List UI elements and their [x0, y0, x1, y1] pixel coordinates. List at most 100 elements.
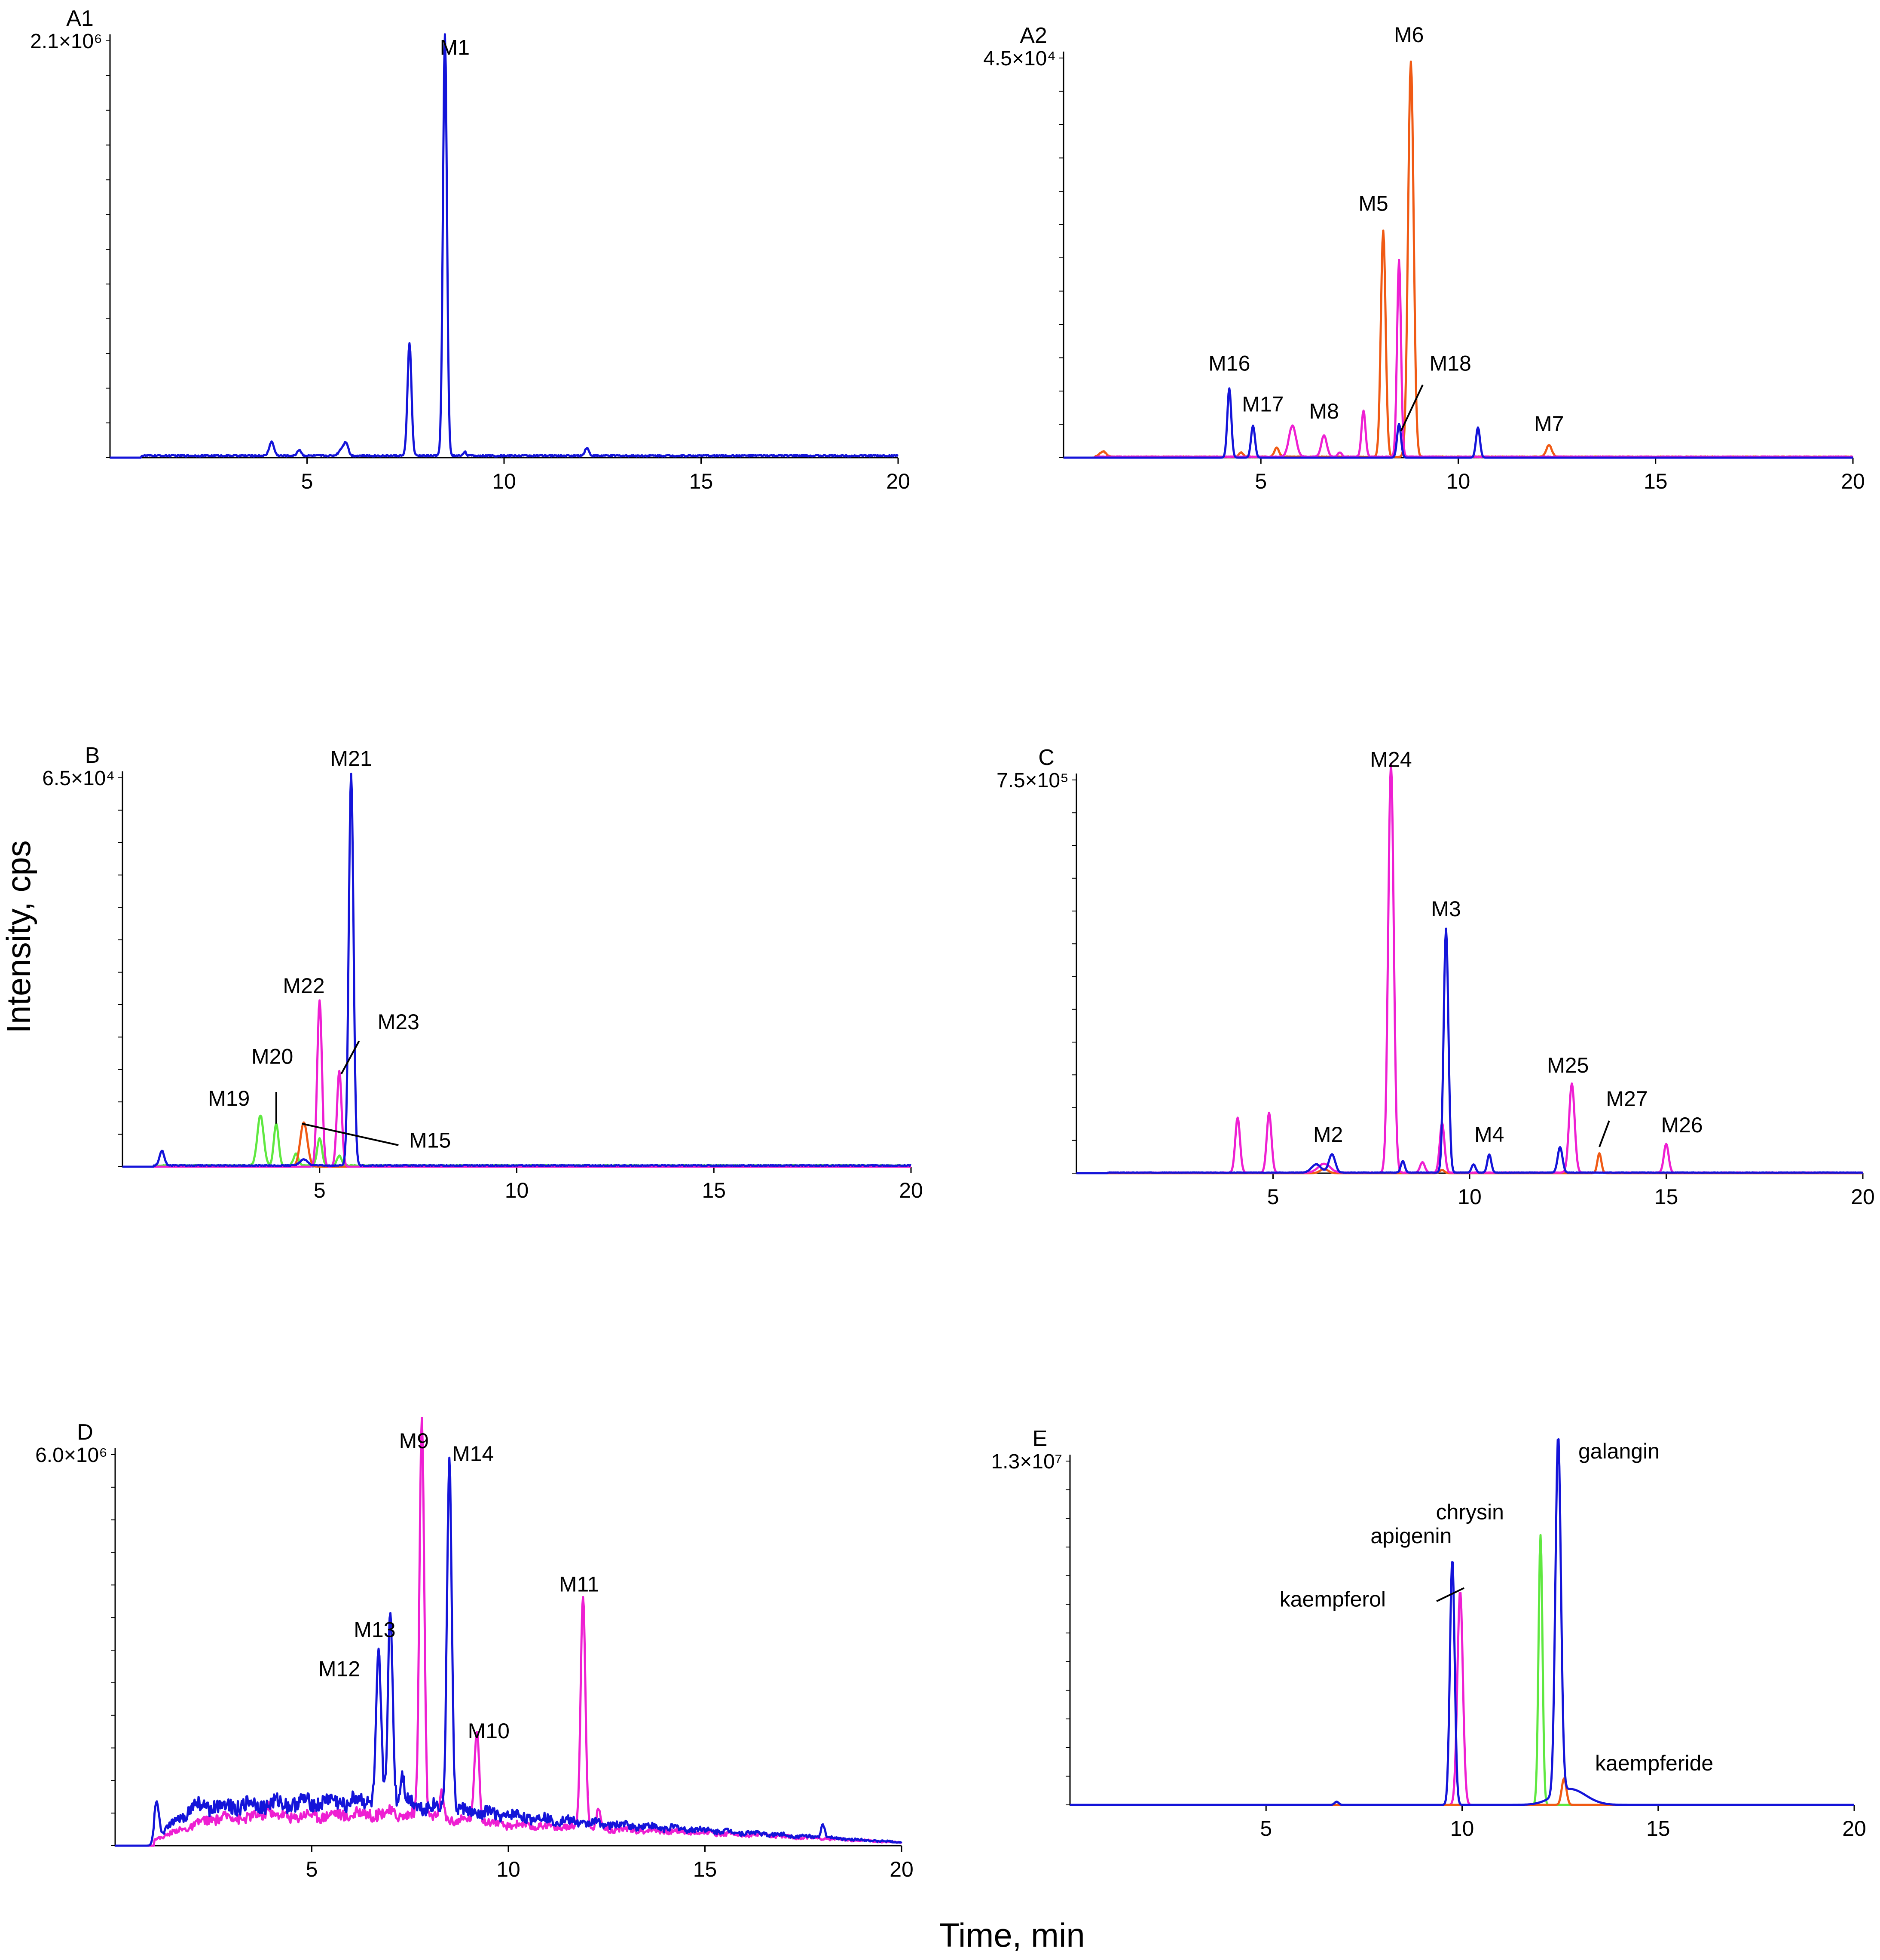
peak-label: M1 — [440, 35, 470, 59]
trace-green — [122, 1114, 911, 1168]
peak-label: M21 — [330, 746, 372, 771]
peak-label: M11 — [559, 1572, 599, 1596]
peak-label: M17 — [1242, 392, 1284, 416]
peak-label: M2 — [1313, 1122, 1343, 1147]
leader-line — [340, 1040, 360, 1075]
x-axis-title: Time, min — [939, 1916, 1085, 1954]
peak-label: M5 — [1358, 191, 1388, 215]
x-tick-label: 5 — [1255, 469, 1267, 493]
trace-orange — [122, 1121, 911, 1168]
axes — [109, 34, 898, 459]
x-tick-label: 10 — [1458, 1185, 1482, 1209]
peak-label: apigenin — [1370, 1524, 1452, 1548]
x-tick-label: 5 — [314, 1178, 326, 1202]
peak-label: M13 — [354, 1618, 395, 1642]
peak-label: M16 — [1208, 351, 1250, 375]
x-tick-label: 10 — [1446, 469, 1470, 493]
peak-label: kaempferol — [1280, 1587, 1386, 1611]
axes — [1076, 774, 1863, 1174]
peak-label: M24 — [1370, 748, 1412, 772]
peak-label: M12 — [318, 1657, 360, 1681]
panel-label: D — [77, 1420, 93, 1445]
panel-a1: 5 10 15 20 A12.1×10⁶ M1 — [30, 6, 910, 493]
y-max-label: 4.5×10⁴ — [983, 47, 1056, 70]
peak-label: M3 — [1431, 897, 1461, 921]
leader-line — [1436, 1587, 1464, 1602]
peak-label: M25 — [1547, 1053, 1589, 1077]
x-tick-label: 15 — [693, 1857, 717, 1881]
trace-magenta — [122, 999, 911, 1168]
peak-label: M6 — [1394, 23, 1424, 47]
x-tick-label: 10 — [1450, 1816, 1474, 1841]
y-axis-title: Intensity, cps — [0, 840, 37, 1033]
peak-label: M7 — [1534, 412, 1564, 436]
y-max-label: 6.5×10⁴ — [42, 767, 115, 790]
y-max-label: 2.1×10⁶ — [30, 30, 102, 53]
y-max-label: 7.5×10⁵ — [997, 769, 1069, 792]
trace-orange — [1070, 1777, 1855, 1806]
peak-label: M23 — [378, 1010, 419, 1034]
peak-label: galangin — [1578, 1439, 1660, 1463]
x-tick-label: 5 — [306, 1857, 318, 1881]
trace-blue — [1070, 1438, 1855, 1806]
peak-label: M15 — [409, 1128, 451, 1152]
x-tick-label: 15 — [1644, 469, 1668, 493]
panel-label: B — [85, 743, 100, 768]
trace-blue — [1063, 387, 1853, 459]
axes — [1063, 52, 1853, 459]
panel-label: E — [1033, 1426, 1048, 1451]
peak-label: M14 — [452, 1442, 494, 1466]
peak-label: M22 — [283, 974, 324, 998]
x-tick-label: 10 — [505, 1178, 529, 1202]
peak-label: M9 — [399, 1429, 429, 1453]
trace-blue — [115, 1456, 902, 1847]
x-tick-label: 5 — [301, 469, 313, 493]
peak-label: M27 — [1606, 1087, 1648, 1111]
x-tick-label: 15 — [702, 1178, 726, 1202]
x-tick-label: 10 — [496, 1857, 520, 1881]
x-tick-label: 20 — [1842, 1816, 1866, 1841]
panel-label: A2 — [1020, 23, 1047, 48]
panel-label: C — [1038, 745, 1055, 770]
peak-label: M20 — [251, 1045, 293, 1069]
peak-label: M4 — [1474, 1122, 1504, 1147]
x-tick-label: 5 — [1260, 1816, 1272, 1841]
trace-blue — [122, 773, 912, 1168]
trace-blue — [1076, 927, 1863, 1174]
peak-label: M8 — [1309, 399, 1339, 423]
x-tick-label: 15 — [1646, 1816, 1670, 1841]
x-tick-label: 10 — [492, 469, 516, 493]
panel-d: 5 10 15 20 D6.0×10⁶ M9 M14 M13 M12 M11 M10 — [35, 1417, 914, 1881]
x-tick-label: 20 — [1841, 469, 1865, 493]
peak-label: M26 — [1661, 1113, 1703, 1137]
leader-line — [1400, 384, 1424, 431]
y-max-label: 1.3×10⁷ — [991, 1450, 1062, 1473]
leader-line — [1599, 1120, 1610, 1147]
panel-a2: 5 10 15 20 A24.5×10⁴ M6 M5 M16 M17 M8 M18 M7 — [983, 23, 1865, 493]
peak-label: M10 — [468, 1719, 510, 1743]
trace-blue — [110, 33, 899, 459]
x-tick-label: 20 — [886, 469, 910, 493]
peak-label: M19 — [208, 1086, 250, 1110]
panel-label: A1 — [66, 6, 94, 31]
leader-line — [302, 1122, 399, 1146]
x-tick-label: 20 — [1851, 1185, 1875, 1209]
trace-magenta — [1076, 762, 1863, 1174]
x-tick-label: 15 — [689, 469, 713, 493]
peak-label: M18 — [1429, 351, 1471, 375]
axes — [114, 1448, 902, 1847]
x-tick-label: 15 — [1654, 1185, 1678, 1209]
trace-magenta — [1070, 1592, 1855, 1806]
x-tick-label: 20 — [890, 1857, 914, 1881]
x-tick-label: 20 — [899, 1178, 923, 1202]
trace-magenta — [115, 1417, 902, 1847]
y-max-label: 6.0×10⁶ — [35, 1444, 107, 1467]
peak-label: chrysin — [1436, 1500, 1504, 1524]
peak-label: kaempferide — [1595, 1751, 1713, 1775]
panel-c: 5 10 15 20 C7.5×10⁵ M24 M3 M25 M27 M4 M2 M26 — [997, 745, 1875, 1209]
x-tick-label: 5 — [1267, 1185, 1279, 1209]
